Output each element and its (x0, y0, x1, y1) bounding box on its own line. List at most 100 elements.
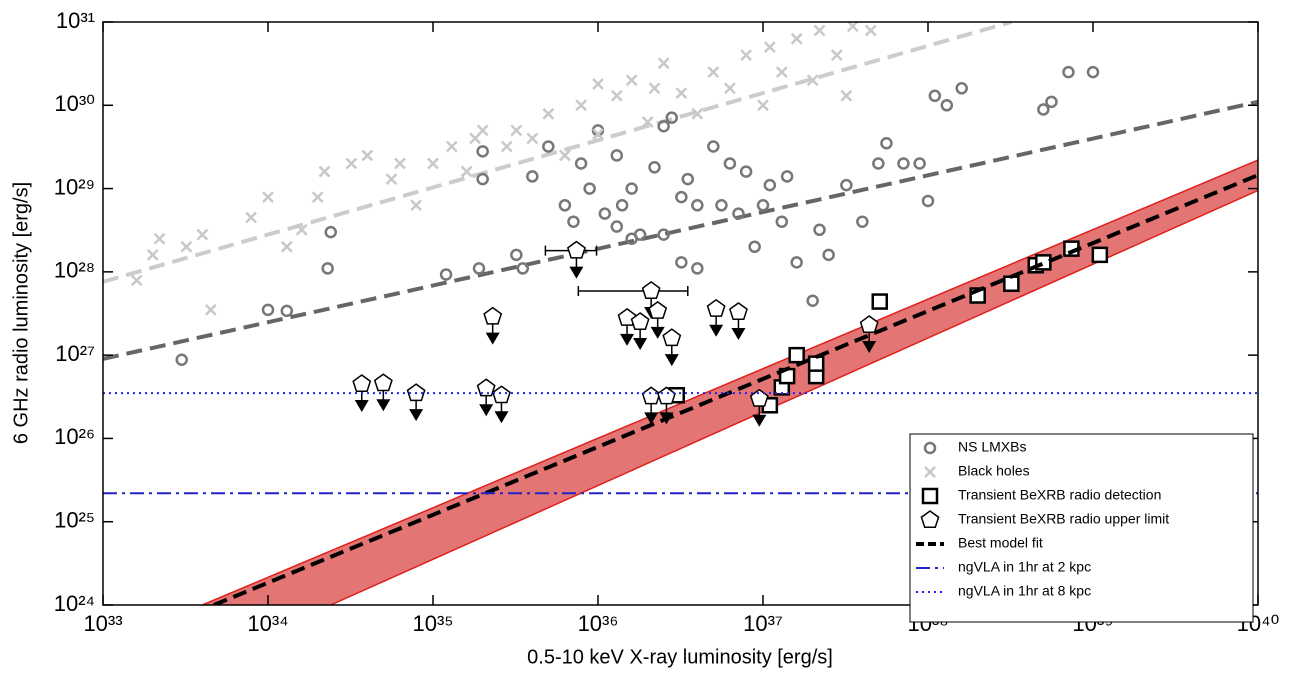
cross-marker (675, 87, 688, 99)
marker-shape (856, 215, 869, 228)
cross-marker (763, 41, 776, 53)
circle-marker (691, 262, 704, 275)
circle-marker (648, 161, 661, 174)
upper-limit-arrowhead (376, 399, 391, 412)
cross-marker (445, 140, 458, 153)
marker-shape (617, 307, 637, 326)
marker-shape (516, 262, 530, 275)
circle-marker (633, 228, 647, 241)
marker-shape (175, 353, 188, 367)
marker-shape (775, 215, 789, 228)
y-tick-label: 10²⁷ (55, 341, 95, 366)
circle-marker (510, 248, 523, 262)
marker-shape (439, 268, 453, 281)
x-tick-label: 10³⁶ (578, 611, 619, 636)
marker-shape (630, 312, 650, 331)
marker-shape (665, 111, 679, 124)
marker-shape (542, 107, 555, 120)
marker-shape (780, 170, 794, 183)
circle-marker (542, 140, 555, 153)
marker-shape (724, 82, 736, 95)
marker-shape (385, 173, 398, 185)
marker-shape (662, 328, 682, 347)
y-tick-label: 10³¹ (56, 8, 95, 33)
cross-marker (542, 107, 555, 120)
upper-limit-arrowhead (620, 333, 635, 346)
marker-shape (1062, 65, 1075, 79)
circle-marker (739, 165, 753, 178)
fit-line (103, 99, 1258, 361)
marker-shape (445, 140, 458, 153)
marker-shape (583, 182, 596, 195)
marker-shape (807, 355, 825, 372)
marker-shape (707, 140, 720, 153)
marker-shape (262, 191, 274, 203)
cross-marker (657, 57, 670, 70)
circle-marker (723, 157, 737, 170)
upper-limit-arrowhead (752, 414, 767, 427)
legend-label: ngVLA in 1hr at 2 kpc (958, 559, 1091, 575)
pentagon-marker (648, 300, 668, 319)
marker-shape (641, 386, 661, 405)
y-tick-label: 10²⁴ (54, 591, 95, 616)
marker-shape (763, 178, 777, 192)
circle-marker (923, 441, 937, 455)
cross-marker (510, 124, 523, 137)
circle-marker (261, 303, 275, 317)
marker-shape (476, 378, 496, 397)
pentagon-marker (476, 378, 496, 397)
cross-marker (204, 303, 217, 316)
marker-shape (955, 82, 968, 95)
marker-shape (806, 74, 819, 87)
marker-shape (648, 300, 668, 319)
cross-marker (830, 49, 843, 62)
circle-marker (610, 149, 624, 162)
cross-marker (345, 157, 358, 170)
marker-shape (146, 248, 159, 261)
cross-marker (476, 124, 489, 137)
cross-marker (311, 191, 324, 203)
circle-marker (1086, 65, 1100, 79)
upper-limit-arrowhead (485, 332, 500, 345)
upper-limit-arrowhead (650, 326, 665, 339)
cross-marker (245, 211, 257, 224)
circle-marker (840, 178, 853, 192)
circle-marker (675, 190, 688, 204)
upper-limit-arrowhead (494, 411, 509, 424)
cross-marker (757, 99, 769, 112)
marker-shape (510, 248, 523, 262)
marker-shape (542, 140, 555, 153)
marker-shape (790, 256, 803, 269)
marker-shape (492, 385, 511, 404)
marker-shape (707, 66, 720, 79)
cross-marker (707, 66, 720, 79)
marker-shape (575, 99, 587, 112)
marker-shape (324, 225, 337, 239)
marker-shape (526, 132, 539, 145)
marker-shape (921, 194, 935, 208)
marker-shape (1037, 103, 1050, 116)
marker-shape (648, 82, 661, 95)
marker-shape (924, 466, 936, 478)
plot-frame (102, 21, 1259, 606)
marker-shape (361, 149, 374, 162)
circle-marker (324, 225, 337, 239)
marker-shape (775, 66, 788, 79)
cross-marker (427, 157, 439, 170)
marker-shape (657, 228, 670, 241)
cross-marker (394, 157, 406, 170)
circle-marker (921, 194, 935, 208)
square-marker (921, 487, 939, 505)
marker-shape (641, 281, 661, 299)
marker-shape (790, 32, 803, 45)
circle-marker (476, 172, 489, 186)
cross-marker (295, 223, 308, 236)
circle-marker (940, 99, 954, 112)
circle-marker (813, 223, 826, 237)
cross-marker (846, 22, 859, 33)
marker-shape (610, 89, 623, 102)
cross-marker (691, 107, 704, 120)
circle-marker (665, 111, 679, 124)
circle-marker (872, 157, 885, 170)
legend-label: Best model fit (958, 535, 1043, 551)
